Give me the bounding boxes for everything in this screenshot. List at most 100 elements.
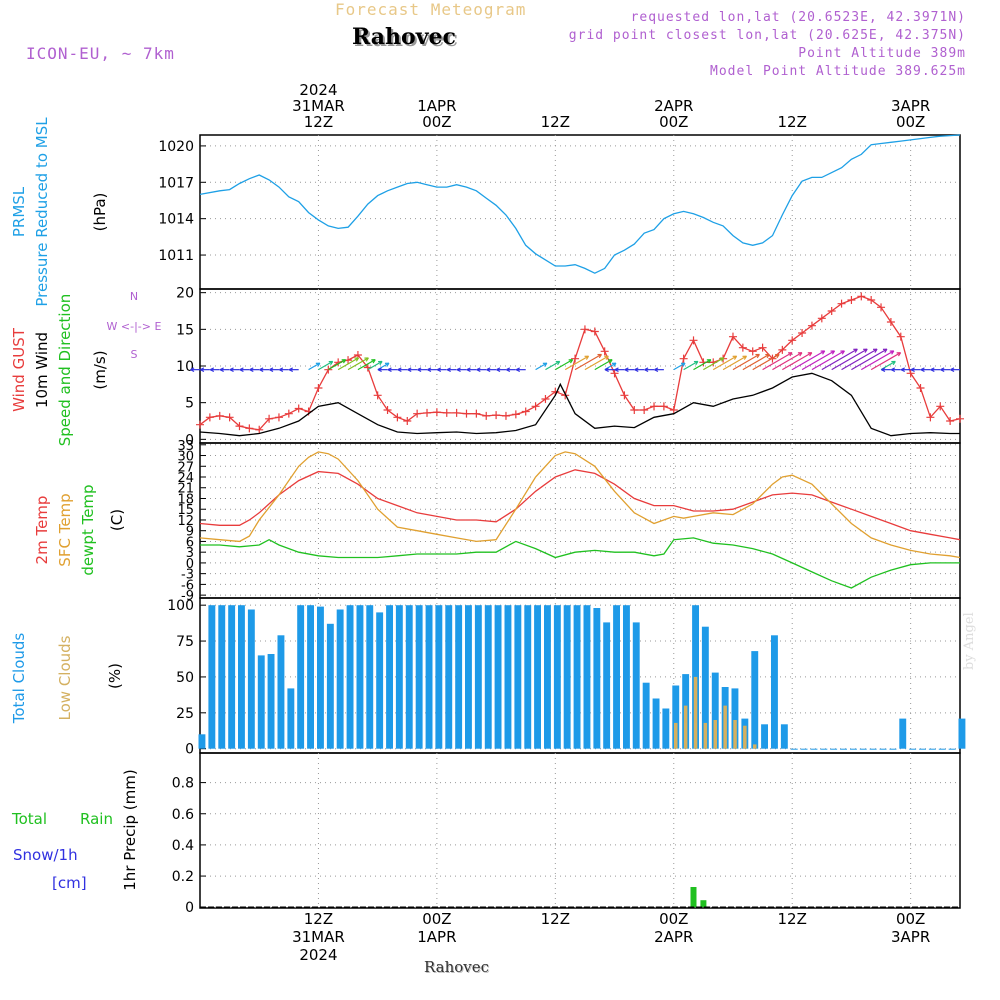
label-hpa: (hPa): [91, 193, 109, 232]
wind-arrow-head: [896, 352, 902, 357]
compass-n: N: [130, 290, 138, 303]
gust-marker: [235, 422, 244, 431]
wind-arrow-head: [515, 367, 521, 373]
total-cloud-bar: [395, 605, 403, 749]
total-cloud-bar: [632, 622, 640, 749]
label-2m-temp: 2m Temp: [33, 496, 51, 565]
total-cloud-bar: [297, 605, 305, 749]
low-cloud-bar: [713, 720, 717, 749]
gust-marker: [600, 347, 609, 356]
wind-arrow-head: [604, 367, 609, 373]
wind-direction-arrow: [683, 360, 699, 371]
label-10m-wind: 10m Wind: [33, 332, 51, 408]
time-label-bottom: 12Z: [304, 910, 333, 928]
wind-arrow-shaft: [791, 350, 825, 371]
total-cloud-bar: [553, 605, 561, 749]
total-cloud-bar: [267, 654, 275, 749]
gust-marker: [906, 369, 915, 378]
rain-bar: [700, 900, 707, 908]
gust-marker: [472, 409, 481, 418]
wind-direction-arrow: [930, 367, 941, 373]
total-cloud-bar: [800, 748, 808, 750]
gust-marker: [196, 420, 204, 429]
y-tick-label: 100: [167, 598, 194, 614]
wind-direction-arrow: [407, 367, 418, 373]
wind-direction-arrow: [801, 350, 836, 371]
wind-arrow-head: [608, 359, 613, 364]
gust-marker: [669, 406, 678, 414]
total-cloud-bar: [445, 605, 453, 749]
low-cloud-bar: [683, 705, 688, 749]
total-cloud-bar: [238, 605, 245, 749]
wind-direction-arrow: [337, 357, 360, 371]
wind-direction-arrow: [712, 355, 738, 371]
wind-arrow-head: [378, 360, 383, 366]
y-tick-label: -9: [181, 589, 194, 604]
gust-marker: [877, 303, 886, 312]
wind-arrow-shaft: [762, 352, 793, 371]
wind-direction-arrow: [515, 367, 526, 373]
total-cloud-bar: [830, 748, 838, 750]
label-sfc-temp: SFC Temp: [56, 493, 74, 566]
wind-arrow-shaft: [535, 362, 548, 371]
wind-arrow-head: [820, 350, 826, 355]
total-cloud-bar: [642, 682, 650, 749]
label-ms: (m/s): [91, 350, 109, 389]
wind-arrow-head: [891, 367, 896, 373]
gust-marker: [580, 325, 589, 334]
time-label-bottom: 1APR: [417, 928, 456, 946]
wind-arrow-head: [853, 348, 858, 353]
gust-marker: [462, 409, 471, 418]
wind-direction-arrow: [259, 367, 270, 373]
y-tick-label: 0.8: [172, 776, 194, 792]
wind-arrow-head: [950, 367, 955, 373]
total-cloud-bar: [652, 698, 660, 749]
wind-arrow-shaft: [683, 360, 699, 371]
panel-frame-4: [199, 752, 961, 909]
wind-direction-arrow: [466, 367, 477, 373]
total-cloud-bar: [593, 608, 601, 749]
wind-arrow-head: [259, 367, 264, 373]
wind-direction-arrow: [703, 357, 725, 371]
total-cloud-bar: [524, 605, 532, 749]
total-cloud-bar: [504, 605, 512, 749]
wind-arrow-shaft: [584, 355, 609, 371]
gust-marker: [659, 402, 668, 411]
y-tick-label: 5: [185, 396, 194, 412]
wind-arrow-shaft: [673, 362, 686, 371]
wind-arrow-head: [315, 362, 321, 367]
total-cloud-bar: [307, 605, 314, 749]
gust-marker: [916, 384, 925, 392]
time-label-top: 12Z: [541, 113, 570, 131]
wind-direction-arrow: [841, 348, 878, 371]
wind-speed-line: [199, 372, 960, 437]
total-cloud-bar: [544, 605, 551, 749]
wind-direction-arrow: [397, 367, 408, 373]
wind-arrow-head: [889, 350, 895, 355]
total-cloud-bar: [662, 708, 670, 749]
total-cloud-bar: [326, 623, 334, 749]
total-cloud-bar: [919, 748, 926, 750]
label-pressure-msl: Pressure Reduced to MSL: [33, 117, 51, 307]
wind-direction-arrow: [347, 357, 369, 371]
wind-arrow-head: [930, 367, 935, 373]
wind-arrow-head: [466, 367, 471, 373]
temp-sfc-line: [199, 451, 961, 559]
wind-direction-arrow: [249, 367, 260, 373]
y-tick-label: 33: [177, 439, 194, 454]
wind-direction-arrow: [308, 362, 321, 371]
total-cloud-bar: [474, 605, 482, 749]
wind-direction-arrow: [564, 355, 590, 371]
gust-marker: [215, 411, 224, 420]
total-cloud-bar: [948, 748, 956, 750]
wind-arrow-head: [891, 360, 896, 366]
time-label-top: 2APR: [654, 97, 693, 115]
time-label-top: 00Z: [659, 113, 688, 131]
wind-arrow-head: [446, 367, 451, 373]
wind-arrow-shaft: [811, 350, 845, 371]
wind-arrow-head: [354, 357, 360, 362]
wind-direction-arrow: [860, 350, 895, 371]
y-tick-label: 50: [176, 670, 194, 686]
wind-direction-arrow: [644, 367, 655, 373]
